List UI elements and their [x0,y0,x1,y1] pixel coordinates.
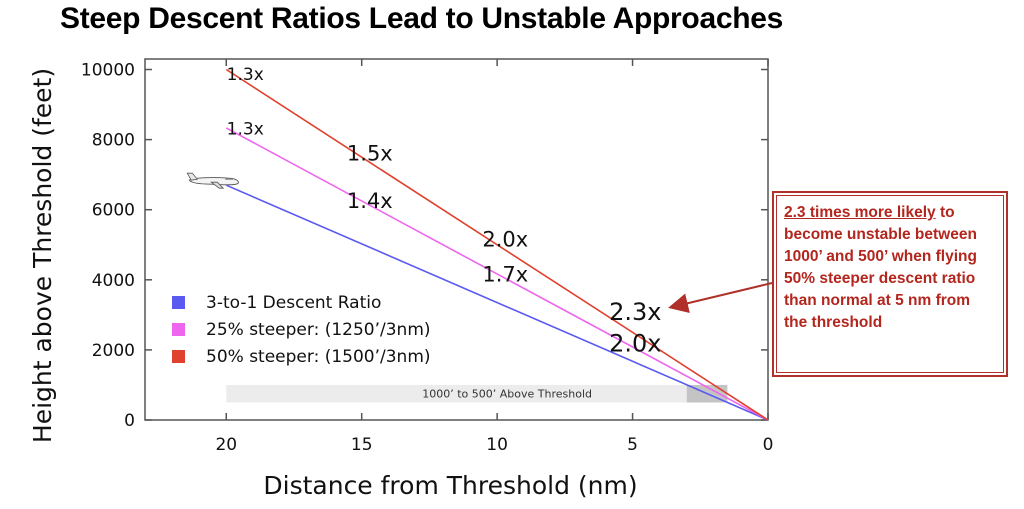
legend-label-3: 50% steeper: (1500’/3nm) [206,347,431,367]
y-tick-label: 4000 [92,271,135,291]
band-label: 1000’ to 500’ Above Threshold [422,388,592,401]
annotation-label-3: 1.5x [347,142,393,166]
annotation-label-1: 1.3x [227,65,264,85]
annotation-label-6: 1.7x [482,263,528,287]
y-tick-label: 8000 [92,131,135,151]
annotation-label-8: 2.0x [609,330,661,358]
legend-label-1: 3-to-1 Descent Ratio [206,293,381,313]
airplane-wing [210,181,225,189]
x-tick-label: 10 [486,435,508,455]
chart-title: Steep Descent Ratios Lead to Unstable Ap… [60,2,784,35]
annotation-label-4: 1.4x [347,189,393,213]
x-tick-label: 15 [351,435,373,455]
series-line-3 [225,68,769,421]
annotation-label-7: 2.3x [609,298,661,326]
callout-arrow [668,282,773,313]
series-line-1 [225,184,769,421]
x-axis-label: Distance from Threshold (nm) [263,471,637,500]
legend-label-2: 25% steeper: (1250’/3nm) [206,320,431,340]
callout-highlight: 2.3 times more likely [784,204,936,221]
series-line-2 [225,127,769,421]
callout-box: 2.3 times more likely to become unstable… [772,191,1008,377]
airplane-tail [186,172,199,181]
legend-swatch-1 [172,296,185,309]
x-tick-label: 20 [215,435,237,455]
y-tick-label: 0 [124,411,135,431]
legend-swatch-3 [172,350,185,363]
y-tick-label: 6000 [92,201,135,221]
legend-swatch-2 [172,323,185,336]
y-tick-label: 2000 [92,341,135,361]
x-tick-label: 5 [627,435,638,455]
band-background [226,384,687,403]
y-tick-label: 10000 [81,61,135,81]
callout-text: to become unstable between 1000’ and 500… [784,204,977,331]
x-tick-label: 0 [763,435,774,455]
annotation-label-5: 2.0x [482,228,528,252]
airplane-icon [186,172,239,189]
annotation-label-2: 1.3x [227,119,264,139]
plot-frame [144,58,769,421]
y-axis-label: Height above Threshold (feet) [28,68,57,443]
